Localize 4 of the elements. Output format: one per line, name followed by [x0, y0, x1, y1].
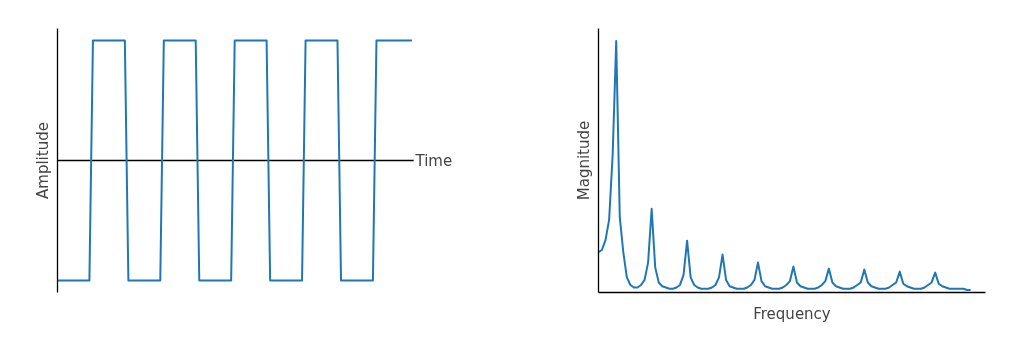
y-axis-title: Amplitude [33, 122, 52, 199]
x-axis-title: Frequency [753, 304, 831, 323]
y-axis-title: Magnitude [574, 120, 593, 201]
x-axis-title: Time [414, 151, 453, 170]
